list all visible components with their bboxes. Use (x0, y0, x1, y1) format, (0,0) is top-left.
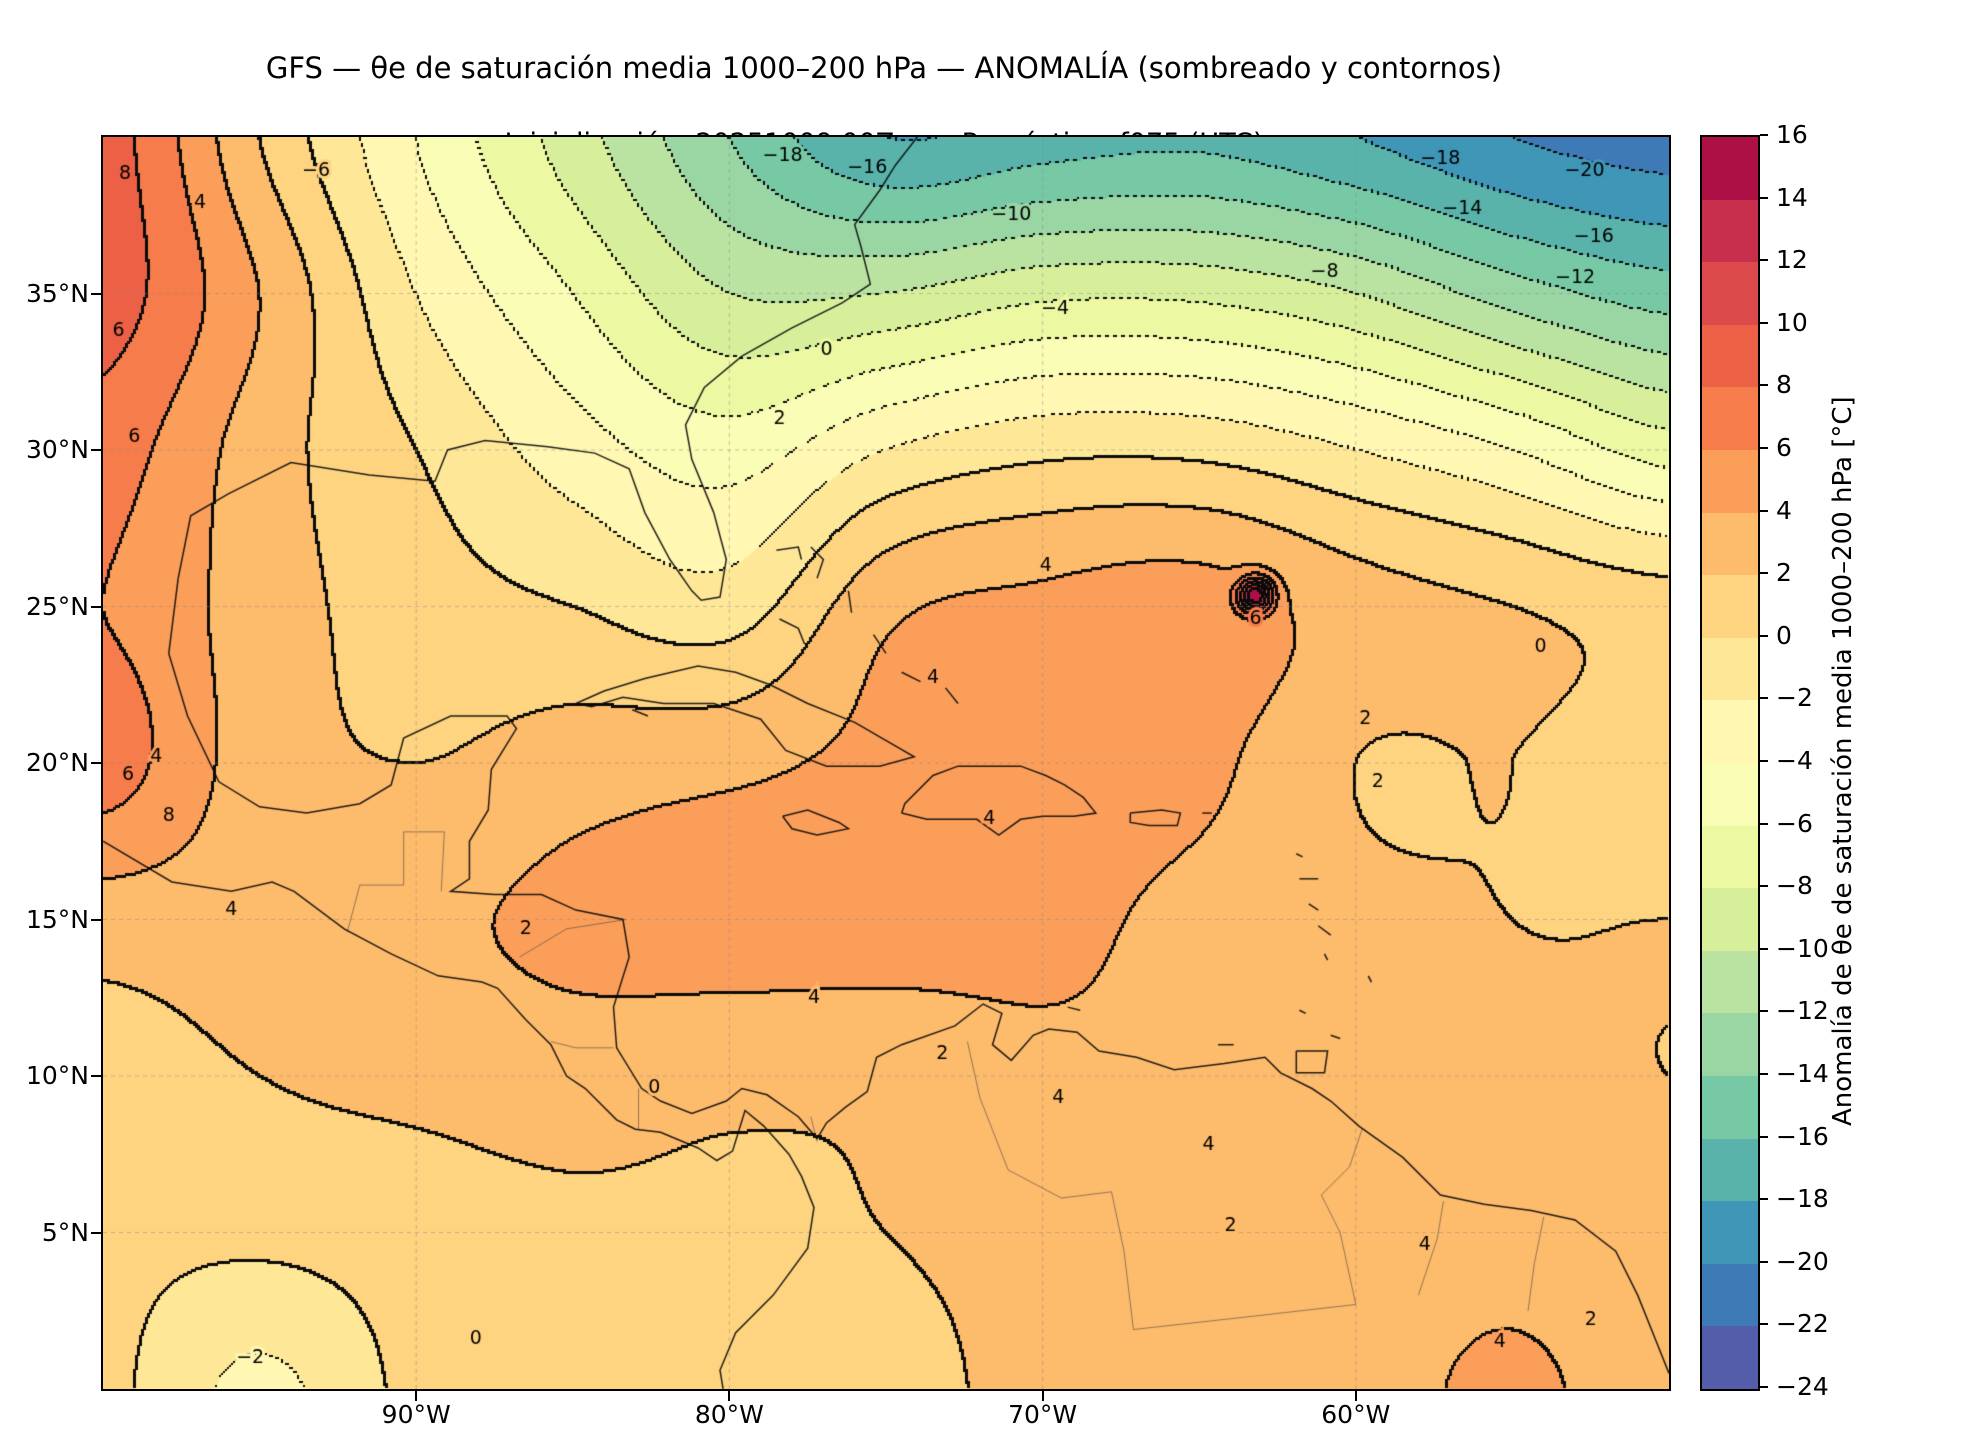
map-area: 35°N 30°N 25°N 20°N 15°N 10°N 5°N 90°W 80°W 70°W 6… (26, 135, 1671, 1429)
colorbar-segment (1702, 700, 1758, 763)
colorbar-tick-label: −12 (1776, 996, 1829, 1026)
colorbar-tick-label: −18 (1776, 1184, 1829, 1214)
x-axis-tick-mark (728, 1391, 731, 1401)
colorbar-tick-label: 0 (1776, 620, 1792, 650)
y-axis-tick-label: 25°N (25, 591, 89, 621)
colorbar-tick-mark (1760, 196, 1768, 199)
y-axis-tick-label: 35°N (25, 278, 89, 308)
x-axis-tick-label: 60°W (1321, 1400, 1391, 1429)
colorbar-tick-mark (1760, 1260, 1768, 1263)
colorbar-tick-label: 2 (1776, 558, 1792, 588)
colorbar-tick-label: −20 (1776, 1246, 1829, 1276)
colorbar-ticks: 16 14 12 10 8 6 4 2 0 −2 −4 −6 −8 −10 −12 −14 −16 −18 −20 −… (1760, 121, 1858, 1401)
colorbar (1700, 135, 1760, 1391)
y-axis-tick-label: 5°N (41, 1217, 89, 1247)
x-axis-tick-mark (1354, 1391, 1357, 1401)
colorbar-tick-mark (1760, 822, 1768, 825)
colorbar-tick-label: 8 (1776, 370, 1792, 400)
colorbar-tick-mark (1760, 572, 1768, 575)
contour-map-canvas (103, 137, 1669, 1389)
colorbar-tick-label: −16 (1776, 1121, 1829, 1151)
colorbar-segment (1702, 324, 1758, 388)
colorbar-tick-mark (1760, 1198, 1768, 1201)
y-axis-tick-label: 10°N (25, 1061, 89, 1090)
colorbar-tick-label: −4 (1776, 746, 1813, 775)
y-axis-tick-mark (91, 605, 101, 608)
colorbar-tick-mark (1760, 321, 1768, 324)
colorbar-segment (1702, 199, 1758, 263)
colorbar-tick-label: 10 (1776, 307, 1808, 337)
colorbar-tick-mark (1760, 1135, 1768, 1138)
y-axis-tick-mark (91, 762, 101, 764)
colorbar-segment (1702, 950, 1758, 1014)
x-axis-tick-label: 80°W (694, 1400, 764, 1429)
colorbar-tick-mark (1760, 259, 1768, 262)
colorbar-tick-label: 16 (1776, 120, 1808, 149)
colorbar-tick-mark (1760, 1386, 1768, 1388)
colorbar-segment (1702, 449, 1758, 513)
y-axis-tick-mark (91, 1231, 101, 1234)
colorbar-tick-label: −2 (1776, 683, 1813, 713)
colorbar-tick-mark (1760, 447, 1768, 449)
colorbar-tick-label: 12 (1776, 245, 1808, 275)
x-axis-tick-mark (415, 1391, 418, 1401)
colorbar-tick-label: −6 (1776, 808, 1813, 838)
x-axis-tick-mark (1041, 1391, 1044, 1401)
y-axis-tick-label: 30°N (25, 435, 89, 464)
y-axis-tick-mark (91, 292, 101, 295)
y-axis-tick-label: 15°N (25, 904, 89, 934)
colorbar-segment (1702, 637, 1758, 701)
colorbar-segment (1702, 1075, 1758, 1139)
colorbar-segment (1702, 512, 1758, 576)
colorbar-tick-mark (1760, 634, 1768, 637)
colorbar-segment (1702, 262, 1758, 325)
colorbar-tick-label: −8 (1776, 871, 1813, 901)
colorbar-tick-label: 14 (1776, 182, 1808, 212)
colorbar-segment (1702, 137, 1758, 200)
colorbar-segment (1702, 888, 1758, 951)
colorbar-tick-label: 6 (1776, 433, 1792, 462)
colorbar-segment (1702, 1201, 1758, 1264)
colorbar-tick-mark (1760, 1010, 1768, 1013)
colorbar-tick-mark (1760, 384, 1768, 387)
colorbar-segment (1702, 762, 1758, 826)
y-axis-tick-label: 20°N (25, 748, 89, 777)
colorbar-segment (1702, 1138, 1758, 1202)
colorbar-segment (1702, 1263, 1758, 1327)
colorbar-tick-label: −10 (1776, 933, 1829, 963)
colorbar-tick-mark (1760, 947, 1768, 950)
chart-title: GFS — θe de saturación media 1000–200 hP… (265, 51, 1503, 85)
colorbar-tick-mark (1760, 509, 1768, 512)
x-axis-tick-label: 70°W (1008, 1400, 1078, 1429)
colorbar-tick-label: −22 (1776, 1309, 1829, 1339)
colorbar-tick-mark (1760, 697, 1768, 700)
colorbar-segment (1702, 1326, 1758, 1389)
colorbar-tick-label: 4 (1776, 495, 1792, 525)
colorbar-label: Anomalía de θe de saturación media 1000–… (1828, 396, 1858, 1126)
colorbar-tick-mark (1760, 885, 1768, 888)
colorbar-segment (1702, 1013, 1758, 1076)
colorbar-tick-mark (1760, 134, 1768, 136)
y-axis-tick-mark (91, 1075, 101, 1077)
x-axis-tick-label: 90°W (381, 1400, 451, 1429)
colorbar-tick-label: −14 (1776, 1059, 1829, 1088)
y-axis-tick-mark (91, 449, 101, 451)
colorbar-segment (1702, 387, 1758, 450)
colorbar-tick-label: −24 (1776, 1372, 1829, 1401)
y-axis-tick-mark (91, 918, 101, 921)
colorbar-segment (1702, 575, 1758, 638)
colorbar-tick-mark (1760, 1323, 1768, 1326)
colorbar-tick-mark (1760, 1073, 1768, 1075)
colorbar-tick-mark (1760, 760, 1768, 762)
colorbar-segment (1702, 825, 1758, 889)
